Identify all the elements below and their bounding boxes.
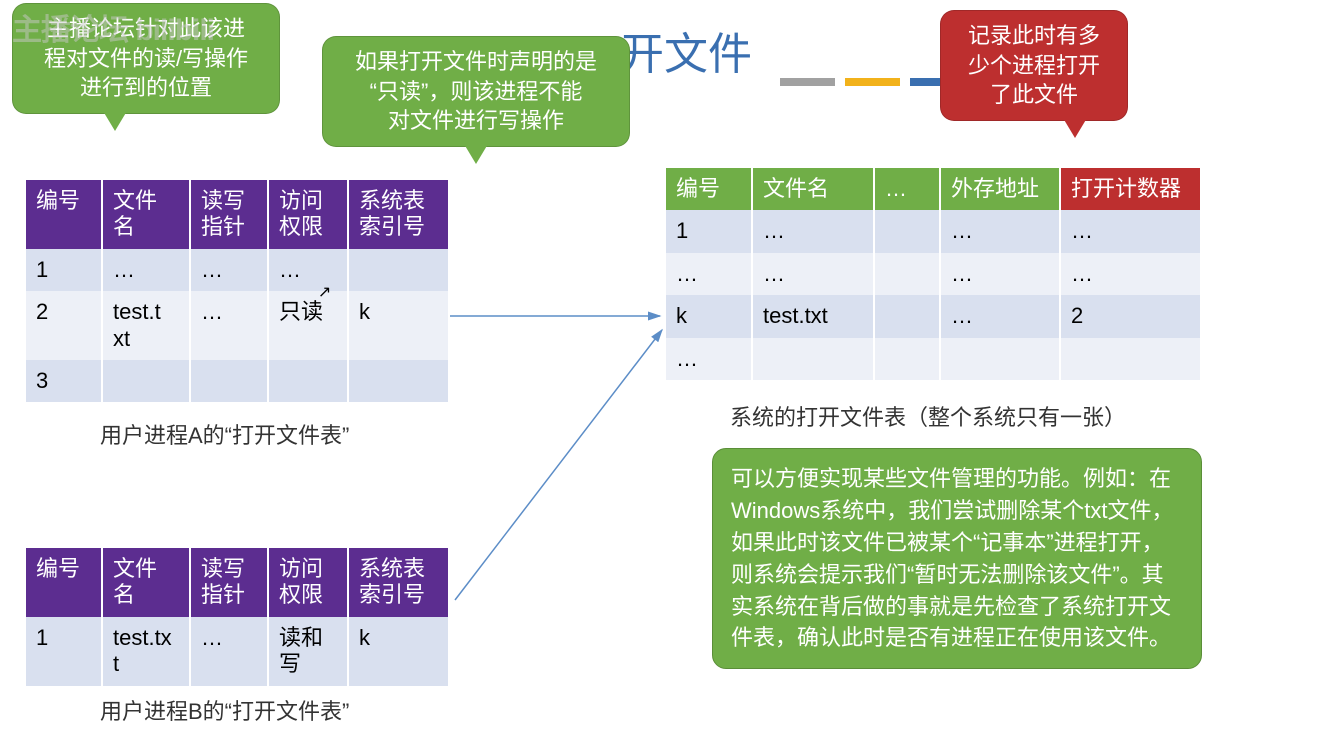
table-cell — [874, 338, 940, 380]
table-row: ktest.txt … 2 — [666, 295, 1200, 337]
column-header: 文件名 — [752, 168, 874, 210]
table-cell: test.txt — [752, 295, 874, 337]
table-cell: 1 — [26, 249, 102, 291]
caption-system-table: 系统的打开文件表（整个系统只有一张） — [730, 400, 1126, 432]
table-cell: 读和写 — [268, 617, 348, 686]
column-header: 打开计数器 — [1060, 168, 1200, 210]
arrow-b-to-sys — [455, 330, 662, 600]
system-open-file-table: 编号文件名…外存地址打开计数器1…………………ktest.txt… 2… — [666, 168, 1200, 380]
column-header: 编号 — [26, 180, 102, 249]
table-cell: … — [752, 210, 874, 252]
table-cell: … — [190, 249, 268, 291]
callout-access-permission: 如果打开文件时声明的是“只读”，则该进程不能对文件进行写操作 — [322, 36, 630, 147]
table-cell: 2 — [1060, 295, 1200, 337]
column-header: … — [874, 168, 940, 210]
table-cell: … — [666, 253, 752, 295]
table-row: … — [666, 338, 1200, 380]
table-cell: … — [666, 338, 752, 380]
table-cell — [190, 360, 268, 402]
column-header: 文件名 — [102, 548, 190, 617]
table-cell: … — [940, 210, 1060, 252]
callout-open-counter: 记录此时有多少个进程打开了此文件 — [940, 10, 1128, 121]
table-cell — [752, 338, 874, 380]
column-header: 访问权限 — [268, 548, 348, 617]
process-a-open-file-table: 编号文件名读写指针访问权限系统表索引号1………2test.txt…只读k3 — [26, 180, 448, 402]
table-row: 1……… — [26, 249, 448, 291]
bar-1 — [780, 78, 835, 86]
column-header: 编号 — [26, 548, 102, 617]
table-cell: … — [940, 253, 1060, 295]
column-header: 文件名 — [102, 180, 190, 249]
process-b-open-file-table: 编号文件名读写指针访问权限系统表索引号1test.txt…读和写k — [26, 548, 448, 686]
table-cell: test.txt — [102, 617, 190, 686]
table-row: 1……… — [666, 210, 1200, 252]
caption-process-a: 用户进程A的“打开文件表” — [100, 418, 349, 450]
page-title: 开文件 — [620, 18, 752, 82]
info-box-file-management: 可以方便实现某些文件管理的功能。例如：在Windows系统中，我们尝试删除某个t… — [712, 448, 1202, 669]
table-cell: 2 — [26, 291, 102, 360]
table-cell: 1 — [26, 617, 102, 686]
caption-process-b: 用户进程B的“打开文件表” — [100, 694, 349, 726]
table-row: 3 — [26, 360, 448, 402]
table-cell: … — [940, 295, 1060, 337]
table-cell — [874, 295, 940, 337]
table-cell — [1060, 338, 1200, 380]
table-cell: … — [1060, 210, 1200, 252]
column-header: 访问权限 — [268, 180, 348, 249]
watermark: 主播论坛 bilibili — [12, 5, 214, 49]
table-cell: k — [666, 295, 752, 337]
table-row: ………… — [666, 253, 1200, 295]
column-header: 系统表索引号 — [348, 180, 448, 249]
table-cell: 3 — [26, 360, 102, 402]
table-cell — [940, 338, 1060, 380]
table-cell — [102, 360, 190, 402]
column-header: 系统表索引号 — [348, 548, 448, 617]
table-cell: k — [348, 617, 448, 686]
column-header: 编号 — [666, 168, 752, 210]
column-header: 读写指针 — [190, 180, 268, 249]
table-cell: … — [190, 617, 268, 686]
table-cell — [268, 360, 348, 402]
table-cell — [874, 253, 940, 295]
column-header: 外存地址 — [940, 168, 1060, 210]
table-cell: test.txt — [102, 291, 190, 360]
table-cell: 1 — [666, 210, 752, 252]
table-cell — [348, 249, 448, 291]
table-cell: … — [102, 249, 190, 291]
table-row: 1test.txt…读和写k — [26, 617, 448, 686]
table-cell — [874, 210, 940, 252]
table-cell: k — [348, 291, 448, 360]
table-cell: … — [190, 291, 268, 360]
table-cell: … — [752, 253, 874, 295]
table-cell: … — [1060, 253, 1200, 295]
bar-2 — [845, 78, 900, 86]
mouse-cursor-icon: ↖ — [318, 282, 331, 302]
table-cell — [348, 360, 448, 402]
column-header: 读写指针 — [190, 548, 268, 617]
table-cell: … — [268, 249, 348, 291]
table-row: 2test.txt…只读k — [26, 291, 448, 360]
table-cell: 只读 — [268, 291, 348, 360]
